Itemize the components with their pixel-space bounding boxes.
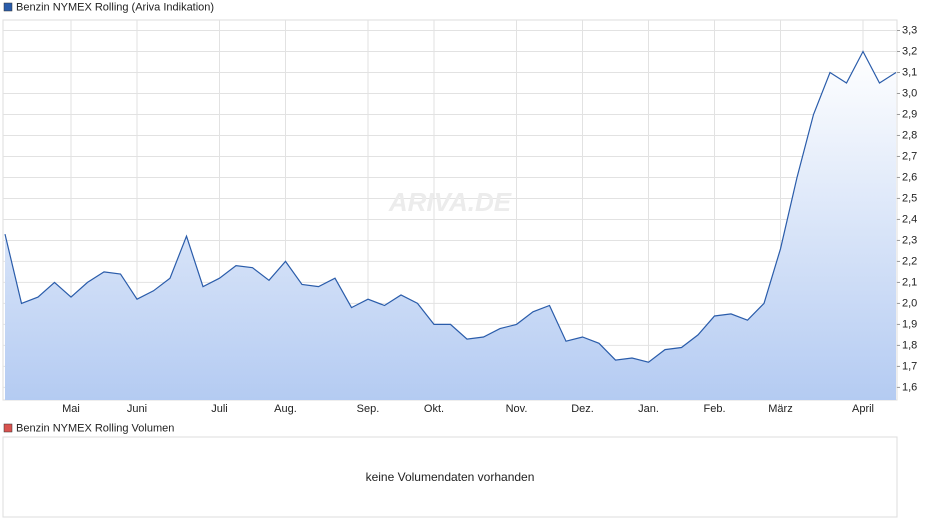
x-tick-label: Nov. [506,403,528,415]
y-tick-label: 2,3 [902,234,917,246]
legend-swatch [3,2,13,12]
no-data-message: keine Volumendaten vorhanden [366,470,535,484]
legend-label: Benzin NYMEX Rolling (Ariva Indikation) [16,1,214,13]
x-tick-label: Aug. [274,403,297,415]
legend-swatch [3,423,13,433]
legend-label: Benzin NYMEX Rolling Volumen [16,422,174,434]
y-tick-label: 2,2 [902,255,917,267]
y-tick-label: 2,1 [902,276,917,288]
y-tick-label: 3,0 [902,87,917,99]
y-tick-label: 2,7 [902,150,917,162]
x-tick-label: Sep. [357,403,380,415]
y-tick-label: 1,9 [902,318,917,330]
x-tick-label: Okt. [424,403,444,415]
x-tick-label: März [768,403,792,415]
y-tick-label: 3,1 [902,66,917,78]
y-tick-label: 1,7 [902,360,917,372]
y-tick-label: 2,5 [902,192,917,204]
y-tick-label: 1,6 [902,381,917,393]
y-tick-label: 2,9 [902,108,917,120]
x-tick-label: Dez. [571,403,594,415]
y-tick-label: 2,0 [902,297,917,309]
x-tick-label: Juni [127,403,147,415]
x-tick-label: April [852,403,874,415]
y-tick-label: 2,8 [902,129,917,141]
y-tick-label: 1,8 [902,339,917,351]
area-fill [5,51,896,400]
x-tick-label: Juli [211,403,228,415]
x-tick-label: Feb. [703,403,725,415]
y-tick-label: 3,2 [902,45,917,57]
y-tick-label: 3,3 [902,24,917,36]
x-tick-label: Mai [62,403,80,415]
watermark: ARIVA.DE [388,187,512,217]
volume-area [2,436,898,518]
y-tick-label: 2,4 [902,213,917,225]
price-line [4,50,897,363]
x-tick-label: Jan. [638,403,659,415]
y-tick-label: 2,6 [902,171,917,183]
